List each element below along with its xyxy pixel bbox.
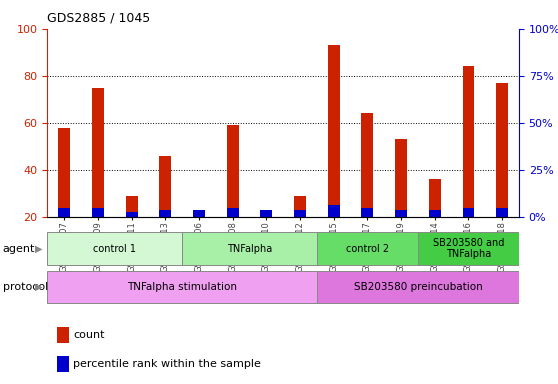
Text: count: count [73, 330, 105, 340]
Bar [47, 271, 317, 303]
Text: TNFalpha: TNFalpha [227, 243, 272, 254]
Bar [395, 139, 407, 217]
Bar [429, 179, 441, 217]
Bar [160, 210, 171, 217]
Text: GDS2885 / 1045: GDS2885 / 1045 [47, 12, 151, 25]
Bar [317, 271, 519, 303]
Bar [160, 156, 171, 217]
Text: ▶: ▶ [35, 244, 42, 254]
Bar [496, 208, 508, 217]
Bar [92, 208, 104, 217]
Text: ▶: ▶ [35, 282, 42, 292]
Bar [59, 127, 70, 217]
Bar [57, 356, 69, 372]
Bar [395, 210, 407, 217]
Bar [59, 208, 70, 217]
Bar [328, 45, 340, 217]
Text: SB203580 and
TNFalpha: SB203580 and TNFalpha [433, 238, 504, 260]
Text: control 2: control 2 [346, 243, 389, 254]
Bar [227, 208, 239, 217]
Bar [418, 232, 519, 265]
Bar [47, 232, 182, 265]
Bar [294, 210, 306, 217]
Text: percentile rank within the sample: percentile rank within the sample [73, 359, 261, 369]
Text: TNFalpha stimulation: TNFalpha stimulation [127, 282, 237, 292]
Bar [126, 212, 137, 217]
Bar [182, 232, 317, 265]
Bar [328, 205, 340, 217]
Bar [193, 210, 205, 217]
Bar [317, 232, 418, 265]
Bar [294, 196, 306, 217]
Text: protocol: protocol [3, 282, 48, 292]
Bar [463, 66, 474, 217]
Bar [57, 327, 69, 343]
Bar [496, 83, 508, 217]
Bar [362, 208, 373, 217]
Bar [463, 208, 474, 217]
Bar [227, 125, 239, 217]
Bar [126, 196, 137, 217]
Text: control 1: control 1 [93, 243, 136, 254]
Text: SB203580 preincubation: SB203580 preincubation [354, 282, 482, 292]
Text: agent: agent [3, 244, 35, 254]
Bar [92, 88, 104, 217]
Bar [261, 210, 272, 217]
Bar [362, 114, 373, 217]
Bar [429, 210, 441, 217]
